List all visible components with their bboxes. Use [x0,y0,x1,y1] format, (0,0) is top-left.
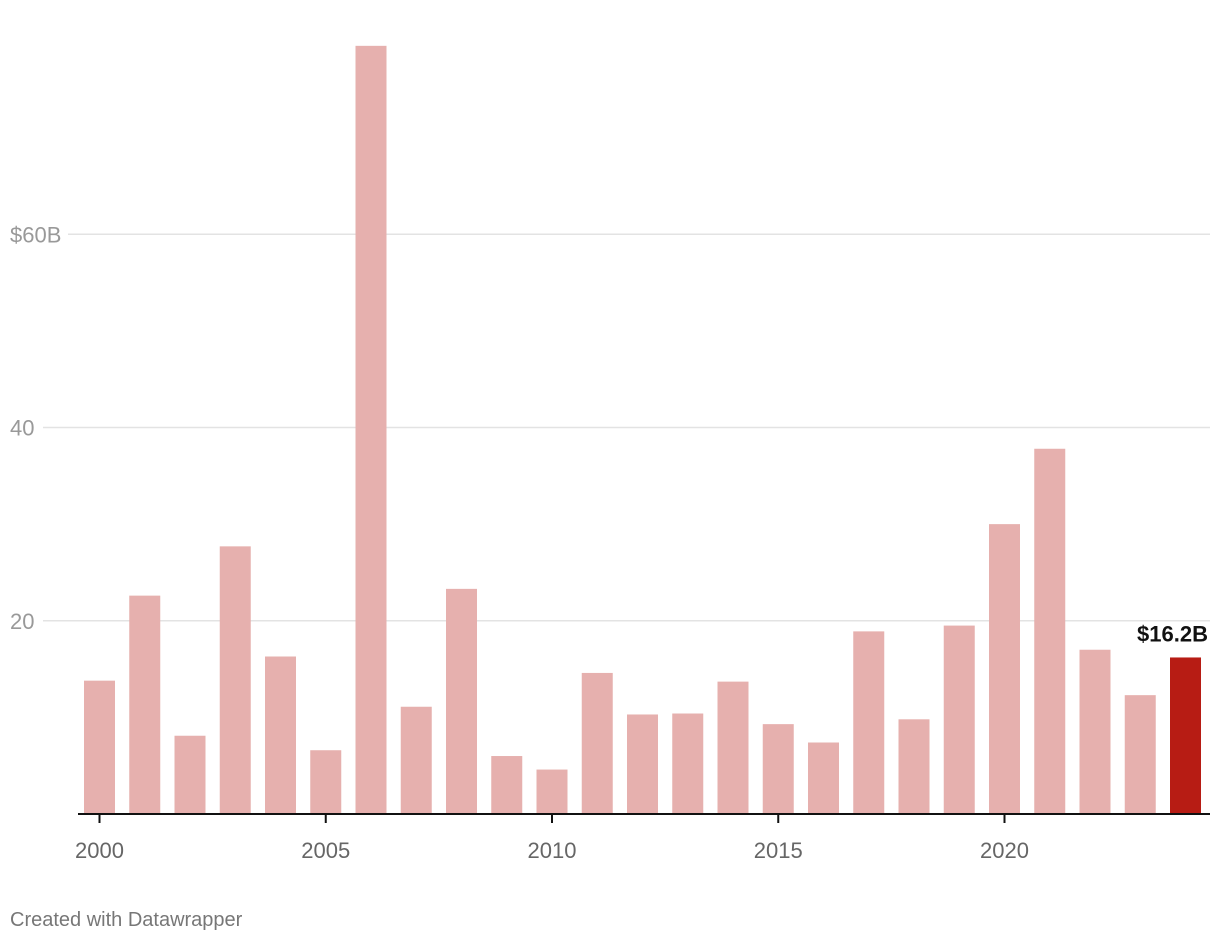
bar-2012 [627,714,658,814]
bar-value-label-2024: $16.2B [1137,621,1208,646]
bar-2023 [1124,695,1156,814]
x-tick-label-2000: 2000 [75,838,124,863]
bar-2016 [808,742,839,814]
x-tick-label-2010: 2010 [528,838,577,863]
y-tick-label-20: 20 [10,609,34,634]
y-tick-label-40: 40 [10,416,34,441]
bars [84,45,1201,815]
x-tick-label-2020: 2020 [980,838,1029,863]
bar-2018 [898,719,930,814]
bar-2007 [400,706,432,814]
bar-2001 [129,595,161,814]
bar-2019 [943,625,975,814]
bar-2014 [717,681,749,814]
bar-2020 [989,524,1020,814]
bar-2008 [446,588,477,814]
x-axis-ticks: 2000 2005 2010 2015 2020 [75,814,1029,863]
bar-2011 [581,672,613,814]
bar-2002 [174,735,206,814]
bar-2021 [1034,448,1066,814]
bar-2000 [84,680,115,814]
bar-2006 [355,45,387,815]
bar-2004 [265,656,296,814]
bar-2010 [536,769,568,814]
bar-2003 [219,546,251,814]
y-axis-ticks: 20 40 $60B [10,222,61,634]
credit-footer: Created with Datawrapper [10,909,243,931]
bar-2005 [310,750,342,814]
bar-labels: $16.2B [1137,621,1208,646]
bar-2015 [762,724,794,814]
x-tick-label-2005: 2005 [301,838,350,863]
y-tick-label-60: $60B [10,222,61,247]
bar-2024 [1170,657,1201,814]
bar-2022 [1079,649,1111,814]
bar-2009 [491,756,523,814]
bar-2013 [672,713,704,814]
x-tick-label-2015: 2015 [754,838,803,863]
bar-2017 [853,631,885,814]
